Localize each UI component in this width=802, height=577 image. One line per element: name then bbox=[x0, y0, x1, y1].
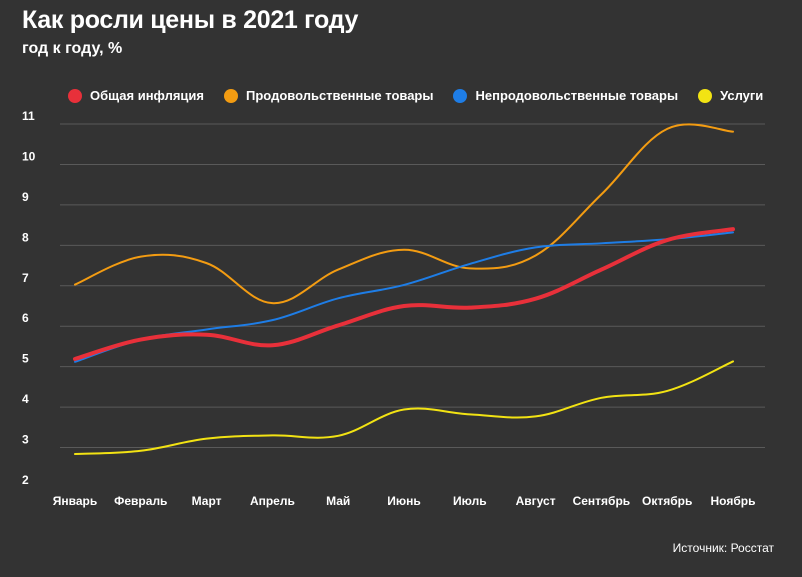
y-tick-label: 11 bbox=[22, 109, 35, 123]
y-tick-label: 2 bbox=[22, 473, 29, 487]
x-tick-label: Апрель bbox=[250, 494, 295, 508]
chart-title: Как росли цены в 2021 году bbox=[22, 6, 359, 34]
source-note: Источник: Росстат bbox=[672, 541, 774, 555]
y-tick-label: 9 bbox=[22, 190, 29, 204]
legend: Общая инфляция Продовольственные товары … bbox=[68, 88, 783, 103]
legend-dot bbox=[698, 88, 713, 103]
legend-item-food: Продовольственные товары bbox=[224, 88, 433, 103]
x-tick-label: Октябрь bbox=[642, 494, 692, 508]
y-tick-label: 6 bbox=[22, 311, 29, 325]
legend-dot bbox=[224, 88, 239, 103]
x-tick-label: Февраль bbox=[114, 494, 167, 508]
legend-dot bbox=[453, 88, 468, 103]
y-axis: 2 3 4 5 6 7 8 9 10 11 bbox=[22, 109, 36, 487]
x-tick-label: Июнь bbox=[387, 494, 421, 508]
grid bbox=[60, 123, 765, 449]
x-tick-label: Август bbox=[516, 494, 556, 508]
legend-label: Непродовольственные товары bbox=[475, 88, 679, 103]
legend-item-nonfood: Непродовольственные товары bbox=[453, 88, 678, 103]
x-tick-label: Июль bbox=[453, 494, 487, 508]
y-tick-label: 7 bbox=[22, 271, 29, 285]
legend-label: Общая инфляция bbox=[90, 88, 205, 103]
y-tick-label: 4 bbox=[22, 392, 29, 406]
chart-subtitle: год к году, % bbox=[22, 40, 123, 57]
x-tick-label: Сентябрь bbox=[573, 494, 631, 508]
y-tick-label: 3 bbox=[22, 433, 29, 447]
x-tick-label: Март bbox=[192, 494, 222, 508]
y-tick-label: 10 bbox=[22, 149, 36, 163]
y-tick-label: 8 bbox=[22, 230, 29, 244]
y-tick-label: 5 bbox=[22, 352, 29, 366]
x-tick-label: Май bbox=[326, 494, 350, 508]
series-line-services bbox=[74, 360, 734, 456]
series-line-overall bbox=[73, 227, 735, 361]
legend-label: Услуги bbox=[720, 88, 764, 103]
legend-item-overall: Общая инфляция bbox=[68, 88, 204, 103]
legend-label: Продовольственные товары bbox=[246, 88, 434, 103]
series-line-food bbox=[74, 123, 734, 305]
x-axis: Январь Февраль Март Апрель Май Июнь Июль Август… bbox=[53, 494, 756, 508]
x-tick-label: Ноябрь bbox=[711, 494, 756, 508]
legend-dot bbox=[68, 88, 82, 103]
legend-item-services: Услуги bbox=[698, 88, 763, 103]
series-lines bbox=[73, 123, 735, 456]
x-tick-label: Январь bbox=[53, 494, 97, 508]
